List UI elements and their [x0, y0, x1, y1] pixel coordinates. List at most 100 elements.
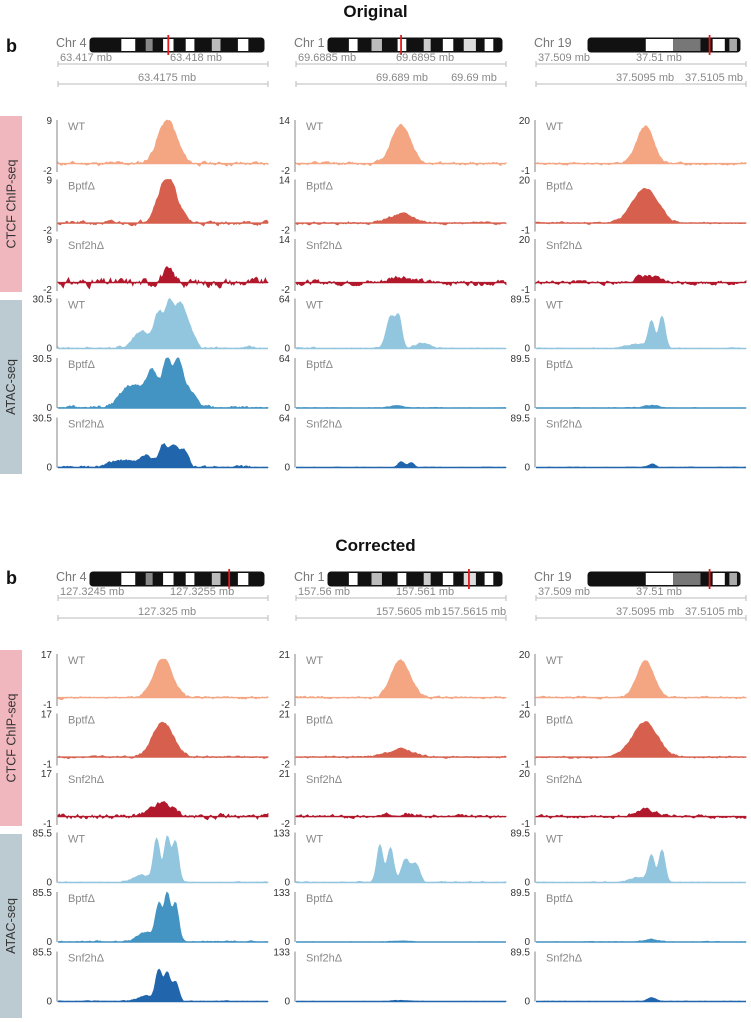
track-label: BptfΔ: [68, 181, 96, 193]
track-ymax-label: 64: [279, 414, 291, 425]
track-ymax-label: 21: [279, 769, 291, 780]
chromosome-label: Chr 4: [56, 36, 87, 50]
chromosome-label: Chr 19: [534, 36, 572, 50]
side-label-chip-corrected: CTCF ChIP-seq: [0, 650, 22, 826]
ideogram-band: [397, 573, 407, 585]
track-label: Snf2hΔ: [68, 419, 105, 431]
signal-area: [535, 274, 747, 287]
ideogram-band: [729, 573, 737, 585]
signal-area: [295, 461, 507, 468]
track-ymin-label: 0: [524, 463, 530, 474]
coordinate-label: 37.51 mb: [636, 586, 682, 598]
coordinate-label: 157.56 mb: [298, 586, 350, 598]
ideogram-band: [185, 573, 195, 585]
ideogram-band: [121, 573, 136, 585]
track-ymax-label: 9: [46, 176, 52, 187]
track-label: BptfΔ: [68, 715, 96, 727]
track-ymin-label: -2: [281, 760, 290, 771]
ideogram-band: [371, 573, 382, 585]
track-ymin-label: -2: [281, 226, 290, 237]
coordinate-label: 37.5105 mb: [685, 606, 743, 618]
track-ymin-label: -2: [43, 285, 52, 296]
track-label: BptfΔ: [68, 893, 96, 905]
ideogram-band: [348, 573, 358, 585]
track-ymax-label: 21: [279, 710, 291, 721]
ideogram-band: [145, 573, 153, 585]
signal-area: [295, 843, 507, 883]
track-label: Snf2hΔ: [68, 240, 105, 252]
signal-area: [57, 721, 269, 760]
chromosome-label: Chr 1: [294, 570, 325, 584]
track-ymin-label: 0: [524, 403, 530, 414]
signal-area: [535, 125, 747, 166]
signal-area: [57, 801, 269, 821]
track-ymin-label: 0: [284, 878, 290, 889]
track-ymax-label: 20: [519, 116, 531, 127]
track-ymax-label: 17: [41, 650, 53, 661]
coordinate-label: 37.5105 mb: [685, 72, 743, 84]
ideogram-band: [484, 573, 494, 585]
signal-area: [535, 849, 746, 883]
track-ymin-label: -1: [521, 700, 530, 711]
track-ymax-label: 20: [519, 650, 531, 661]
track-ymin-label: 0: [524, 937, 530, 948]
signal-area: [535, 721, 747, 759]
track-label: Snf2hΔ: [68, 953, 105, 965]
track-label: BptfΔ: [306, 893, 334, 905]
track-ymin-label: -1: [521, 285, 530, 296]
coordinate-label: 69.6885 mb: [298, 52, 356, 64]
coordinate-label: 127.3255 mb: [170, 586, 234, 598]
track-ymax-label: 30.5: [33, 354, 53, 365]
track-ymin-label: -1: [521, 166, 530, 177]
track-ymax-label: 89.5: [511, 414, 531, 425]
track-ymin-label: 0: [46, 344, 52, 355]
ideogram-band: [463, 39, 476, 51]
chromosome-label: Chr 19: [534, 570, 572, 584]
signal-area: [535, 187, 747, 225]
ideogram-band: [645, 573, 674, 585]
panel-letter-corrected: b: [6, 568, 17, 588]
track-ymax-label: 20: [519, 710, 531, 721]
track-label: Snf2hΔ: [546, 953, 583, 965]
panel-letter-original: b: [6, 36, 17, 56]
track-ymax-label: 17: [41, 769, 53, 780]
coordinate-label: 69.689 mb: [376, 72, 428, 84]
track-ymin-label: 0: [284, 997, 290, 1008]
track-ymin-label: -1: [521, 226, 530, 237]
track-ymin-label: 0: [46, 463, 52, 474]
track-label: BptfΔ: [306, 181, 334, 193]
coordinate-label: 63.418 mb: [170, 52, 222, 64]
ideogram-band: [729, 39, 737, 51]
track-ymin-label: 0: [524, 344, 530, 355]
ideogram-band: [211, 39, 221, 51]
track-ymax-label: 133: [273, 888, 290, 899]
signal-area: [295, 275, 507, 287]
side-label-atac-original: ATAC-seq: [0, 300, 22, 474]
ideogram-band: [442, 573, 454, 585]
track-ymin-label: 0: [46, 878, 52, 889]
track-ymin-label: 0: [524, 997, 530, 1008]
coordinate-label: 37.509 mb: [538, 586, 590, 598]
track-label: WT: [68, 655, 85, 667]
ideogram-band: [211, 573, 221, 585]
chromosome-label: Chr 1: [294, 36, 325, 50]
track-ymax-label: 89.5: [511, 354, 531, 365]
track-label: WT: [68, 834, 85, 846]
track-ymin-label: -2: [281, 166, 290, 177]
section-title-original: Original: [343, 2, 408, 21]
signal-area: [57, 835, 269, 883]
track-ymin-label: 0: [46, 403, 52, 414]
track-ymax-label: 21: [279, 650, 291, 661]
ideogram-band: [348, 39, 358, 51]
ideogram-band: [237, 573, 249, 585]
track-ymin-label: -2: [43, 166, 52, 177]
track-ymax-label: 20: [519, 176, 531, 187]
signal-area: [295, 313, 507, 349]
track-ymax-label: 9: [46, 116, 52, 127]
track-label: WT: [306, 655, 323, 667]
ideogram-band: [423, 39, 431, 51]
signal-area: [57, 658, 269, 701]
track-ymin-label: 0: [284, 344, 290, 355]
track-ymax-label: 30.5: [33, 295, 53, 306]
ideogram-band: [423, 573, 431, 585]
